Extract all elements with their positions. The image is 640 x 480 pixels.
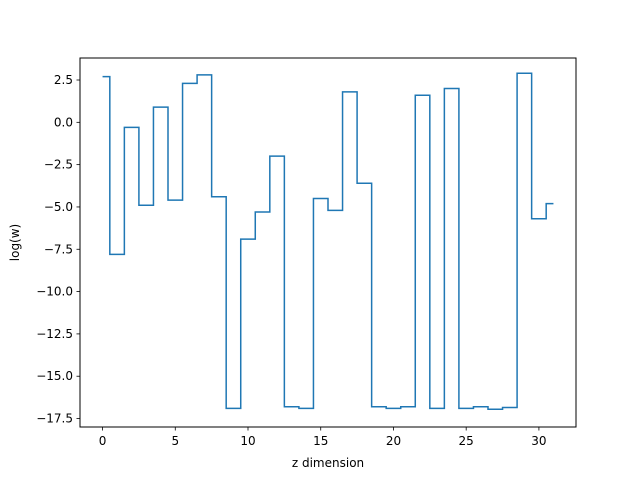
x-tick-label: 15 <box>313 434 328 448</box>
y-tick-label: −15.0 <box>36 369 73 383</box>
y-axis-label: log(w) <box>8 224 22 261</box>
x-tick-label: 20 <box>386 434 401 448</box>
y-tick-label: 2.5 <box>54 73 73 87</box>
x-tick-label: 10 <box>240 434 255 448</box>
y-tick-label: −5.0 <box>44 200 73 214</box>
y-tick-label: 0.0 <box>54 115 73 129</box>
x-tick-label: 25 <box>459 434 474 448</box>
y-tick-label: −2.5 <box>44 158 73 172</box>
y-tick-label: −12.5 <box>36 327 73 341</box>
x-tick-label: 5 <box>171 434 179 448</box>
x-axis-label: z dimension <box>292 456 364 470</box>
y-tick-label: −17.5 <box>36 412 73 426</box>
x-tick-label: 30 <box>531 434 546 448</box>
x-tick-label: 0 <box>99 434 107 448</box>
y-tick-label: −10.0 <box>36 285 73 299</box>
y-tick-label: −7.5 <box>44 242 73 256</box>
